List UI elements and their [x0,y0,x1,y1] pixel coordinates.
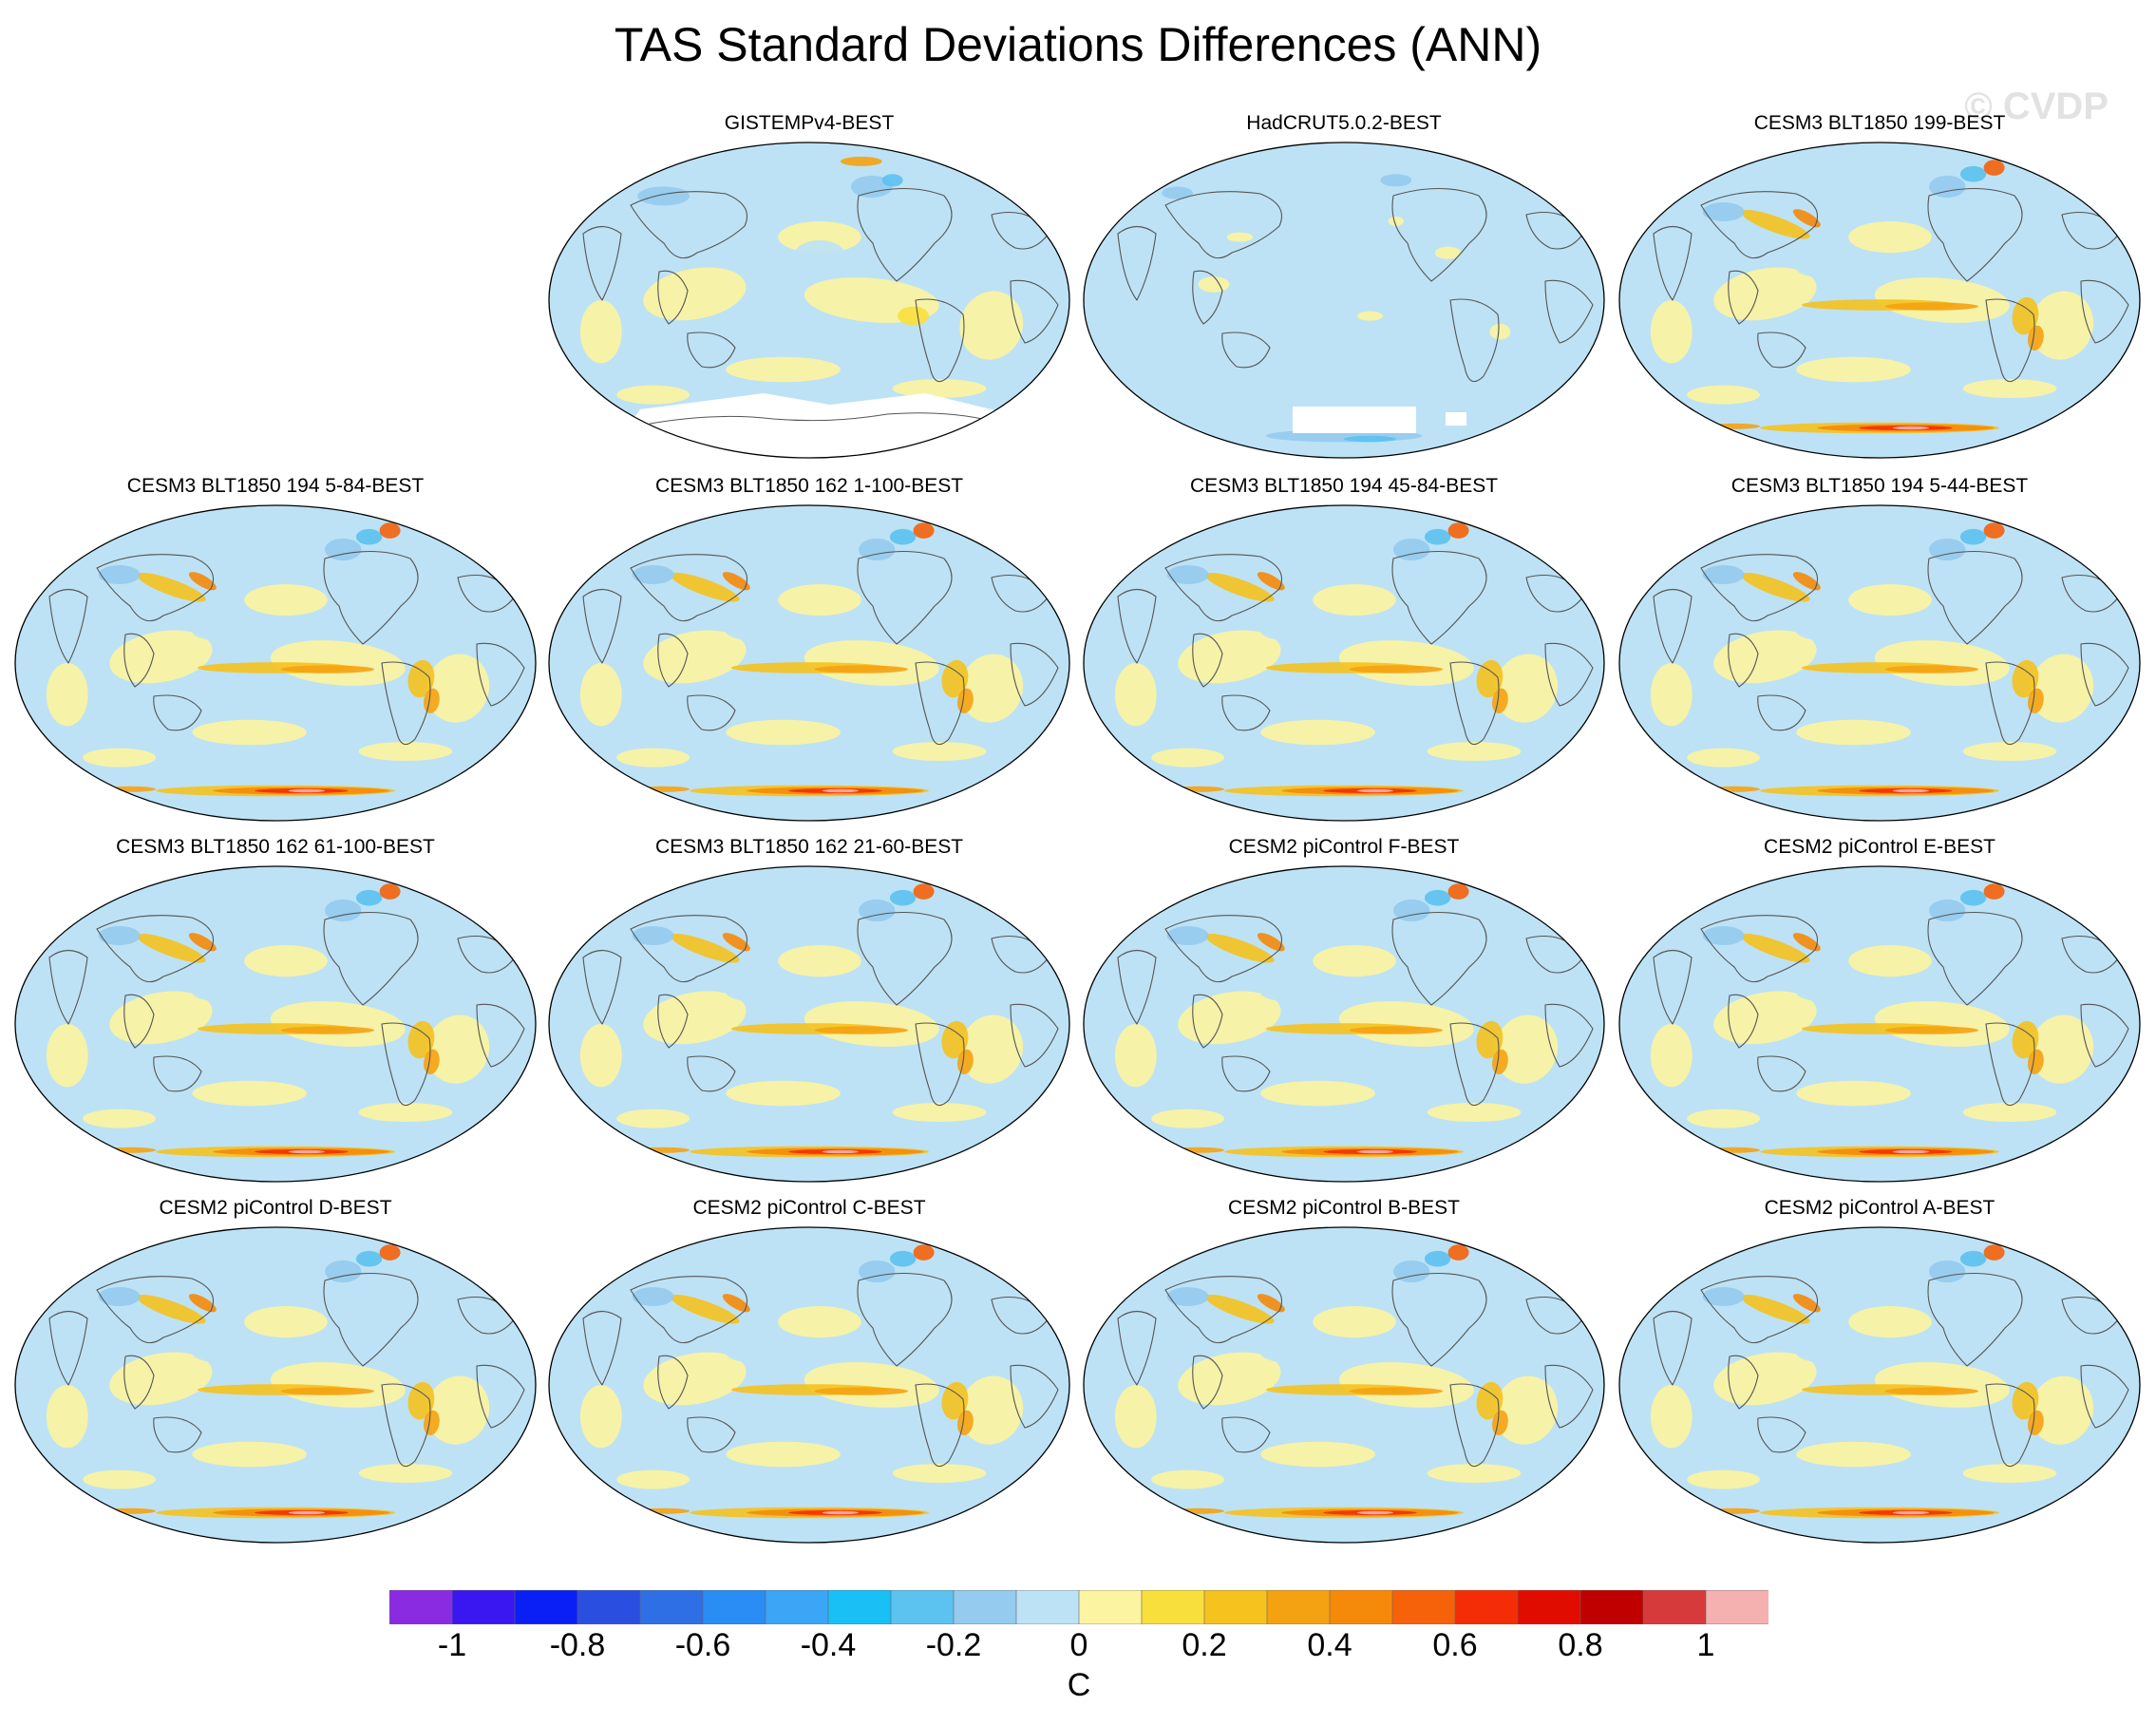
panel-title: CESM3 BLT1850 162 1-100-BEST [654,475,964,497]
colorbar-tick-label: -0.2 [925,1627,982,1663]
map-panel: CESM2 piControl C-BEST [545,1197,1073,1550]
map-field [1083,504,1605,822]
map-field [1083,142,1605,459]
colorbar-swatch [1078,1590,1143,1624]
map-panel: HadCRUT5.0.2-BEST [1080,112,1608,465]
panel-title: CESM3 BLT1850 194 45-84-BEST [1189,475,1499,497]
colorbar-swatch [1517,1590,1581,1624]
map-panel: GISTEMPv4-BEST [545,112,1073,465]
colorbar-swatch [1141,1590,1205,1624]
map-field [14,504,537,822]
colorbar-swatch [1454,1590,1519,1624]
colorbar-tick-label: 0.4 [1307,1627,1352,1663]
map-field [1618,865,2141,1183]
panel-title: CESM2 piControl D-BEST [159,1197,392,1219]
colorbar-swatch [1391,1590,1456,1624]
panel-title: CESM2 piControl C-BEST [692,1197,926,1219]
map-field [1083,1226,1605,1544]
colorbar-tick-label: -1 [437,1627,467,1663]
map-panel: CESM3 BLT1850 162 61-100-BEST [11,836,539,1189]
colorbar-swatch [1203,1590,1268,1624]
map-field [548,1226,1070,1544]
map-panel: CESM3 BLT1850 162 1-100-BEST [545,475,1073,828]
map-panel: CESM3 BLT1850 162 21-60-BEST [545,836,1073,1189]
panel-title: CESM2 piControl A-BEST [1764,1197,1995,1219]
colorbar-swatch [702,1590,766,1624]
colorbar-swatch [514,1590,578,1624]
map-panel: CESM3 BLT1850 194 5-44-BEST [1616,475,2144,828]
colorbar-swatch [577,1590,641,1624]
panel-title: CESM3 BLT1850 199-BEST [1753,112,2006,134]
map-panel: CESM2 piControl D-BEST [11,1197,539,1550]
colorbar-swatch [827,1590,892,1624]
colorbar-swatch [1579,1590,1644,1624]
colorbar-tick-label: 0.6 [1432,1627,1478,1663]
panel-title: CESM3 BLT1850 162 61-100-BEST [116,836,435,858]
colorbar-tick-label: 0.2 [1182,1627,1227,1663]
map-panel: CESM2 piControl A-BEST [1616,1197,2144,1550]
colorbar-tick-label: -0.4 [800,1627,857,1663]
colorbar-swatch [890,1590,955,1624]
map-field [14,1226,537,1544]
colorbar-swatch [1329,1590,1393,1624]
map-field [1618,1226,2141,1544]
map-field [1618,504,2141,822]
map-panel: CESM3 BLT1850 199-BEST [1616,112,2144,465]
map-panel: CESM2 piControl B-BEST [1080,1197,1608,1550]
map-field [14,865,537,1183]
panel-title: HadCRUT5.0.2-BEST [1246,112,1442,134]
map-field [548,142,1070,459]
colorbar-swatches [389,1590,1768,1624]
panel-title: CESM2 piControl E-BEST [1764,836,1995,858]
colorbar-swatch [1642,1590,1707,1624]
colorbar-swatch [1266,1590,1331,1624]
colorbar-unit-label: C [1067,1667,1091,1703]
colorbar-tick-label: 1 [1696,1627,1715,1663]
colorbar-swatch [1015,1590,1080,1624]
panel-title: GISTEMPv4-BEST [724,112,895,134]
colorbar-tick-label: 0.8 [1558,1627,1603,1663]
map-panel: CESM3 BLT1850 194 5-84-BEST [11,475,539,828]
colorbar-tick-label: 0 [1069,1627,1088,1663]
colorbar-swatch [451,1590,516,1624]
map-field [1083,865,1605,1183]
colorbar-swatch [389,1590,453,1624]
watermark: © CVDP [1964,85,2109,127]
map-field [548,865,1070,1183]
colorbar-swatch [953,1590,1017,1624]
colorbar-swatch [1705,1590,1768,1624]
map-panel: CESM3 BLT1850 194 45-84-BEST [1080,475,1608,828]
map-field [1618,142,2141,459]
panel-title: CESM3 BLT1850 194 5-84-BEST [126,475,425,497]
colorbar-swatch [639,1590,704,1624]
panel-title: CESM2 piControl B-BEST [1228,1197,1460,1219]
map-panel: CESM2 piControl E-BEST [1616,836,2144,1189]
colorbar [389,1590,1768,1624]
figure-title: TAS Standard Deviations Differences (ANN… [614,18,1542,71]
colorbar-tick-label: -0.6 [674,1627,731,1663]
panel-title: CESM3 BLT1850 162 21-60-BEST [654,836,964,858]
colorbar-tick-label: -0.8 [549,1627,606,1663]
colorbar-swatch [765,1590,829,1624]
panel-title: CESM3 BLT1850 194 5-44-BEST [1730,475,2029,497]
map-field [548,504,1070,822]
panel-title: CESM2 piControl F-BEST [1228,836,1460,858]
map-panel: CESM2 piControl F-BEST [1080,836,1608,1189]
